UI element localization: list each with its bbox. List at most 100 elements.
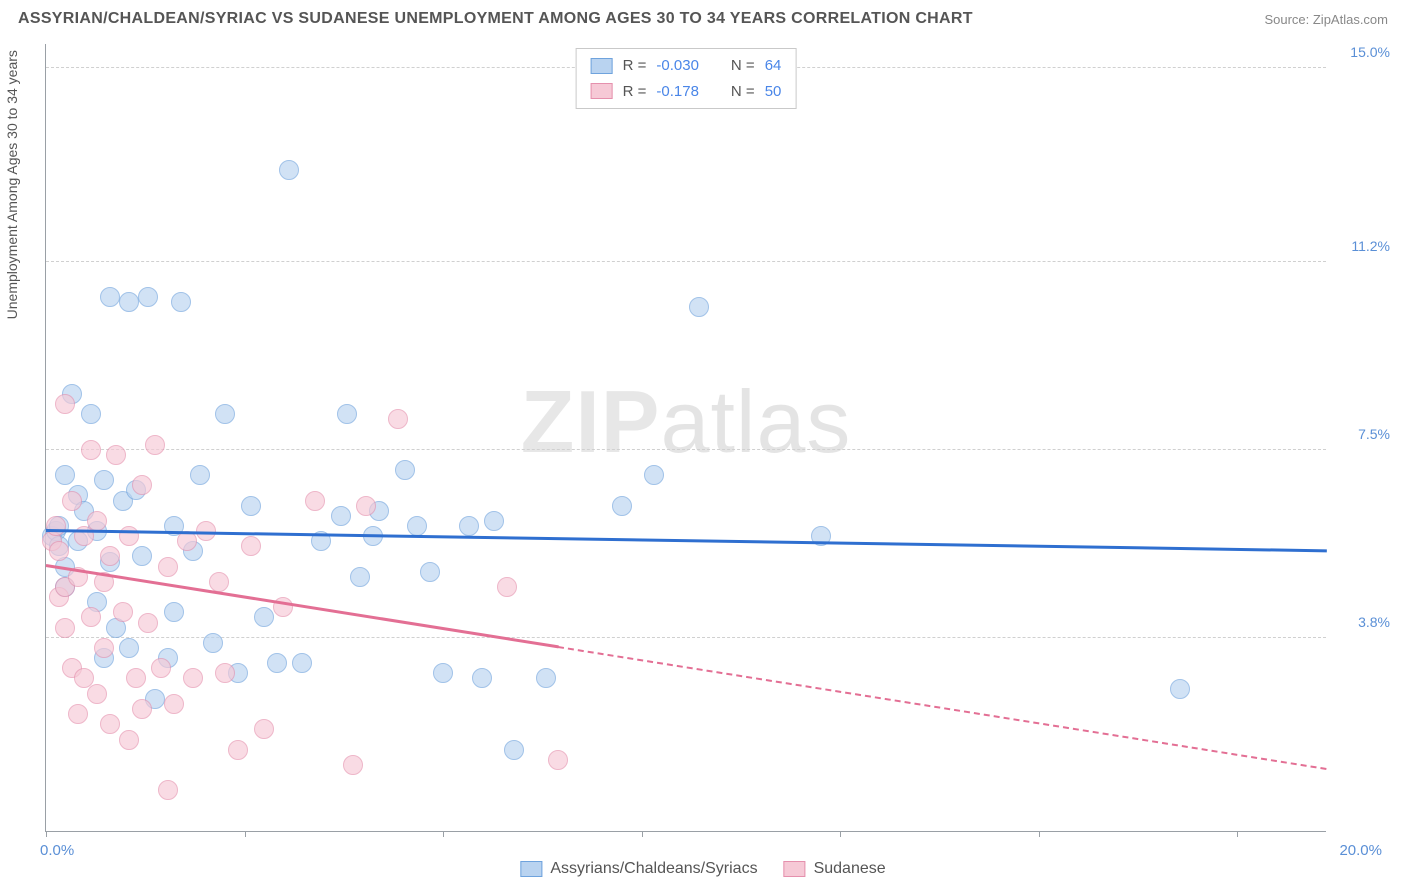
data-point: [68, 704, 88, 724]
data-point: [420, 562, 440, 582]
data-point: [87, 684, 107, 704]
data-point: [119, 526, 139, 546]
data-point: [132, 475, 152, 495]
x-tick: [642, 831, 643, 837]
stat-n-value: 50: [765, 79, 782, 105]
data-point: [337, 404, 357, 424]
stat-r-label: R =: [623, 79, 647, 105]
data-point: [158, 557, 178, 577]
data-point: [119, 292, 139, 312]
data-point: [203, 633, 223, 653]
data-point: [395, 460, 415, 480]
chart-area: ZIPatlas R =-0.030N =64R =-0.178N =50 15…: [45, 44, 1326, 832]
data-point: [209, 572, 229, 592]
y-tick-label: 7.5%: [1358, 426, 1390, 442]
data-point: [536, 668, 556, 688]
data-point: [497, 577, 517, 597]
y-axis-label: Unemployment Among Ages 30 to 34 years: [4, 50, 20, 319]
data-point: [113, 602, 133, 622]
x-tick: [1039, 831, 1040, 837]
data-point: [241, 496, 261, 516]
data-point: [215, 663, 235, 683]
data-point: [81, 404, 101, 424]
data-point: [171, 292, 191, 312]
data-point: [126, 668, 146, 688]
data-point: [100, 287, 120, 307]
data-point: [55, 465, 75, 485]
trend-line-dashed: [558, 646, 1327, 770]
series-legend: Assyrians/Chaldeans/Syriacs Sudanese: [520, 860, 885, 878]
legend-label: Sudanese: [814, 860, 886, 878]
data-point: [407, 516, 427, 536]
x-start-label: 0.0%: [40, 842, 74, 859]
data-point: [81, 607, 101, 627]
stat-r-value: -0.178: [656, 79, 699, 105]
data-point: [164, 694, 184, 714]
gridline: [46, 637, 1326, 638]
x-tick: [245, 831, 246, 837]
data-point: [1170, 679, 1190, 699]
chart-title: ASSYRIAN/CHALDEAN/SYRIAC VS SUDANESE UNE…: [18, 10, 973, 28]
legend-item: Assyrians/Chaldeans/Syriacs: [520, 860, 757, 878]
source-prefix: Source:: [1264, 12, 1312, 27]
data-point: [87, 511, 107, 531]
data-point: [138, 287, 158, 307]
data-point: [55, 618, 75, 638]
data-point: [548, 750, 568, 770]
data-point: [343, 755, 363, 775]
stat-n-value: 64: [765, 53, 782, 79]
data-point: [459, 516, 479, 536]
data-point: [484, 511, 504, 531]
stat-n-label: N =: [731, 53, 755, 79]
y-tick-label: 3.8%: [1358, 614, 1390, 630]
data-point: [94, 638, 114, 658]
data-point: [100, 714, 120, 734]
stat-n-label: N =: [731, 79, 755, 105]
data-point: [132, 699, 152, 719]
data-point: [305, 491, 325, 511]
stat-r-label: R =: [623, 53, 647, 79]
legend-swatch: [520, 861, 542, 877]
data-point: [254, 607, 274, 627]
data-point: [388, 409, 408, 429]
plot-area: ZIPatlas R =-0.030N =64R =-0.178N =50 15…: [45, 44, 1326, 832]
x-tick: [1237, 831, 1238, 837]
data-point: [177, 531, 197, 551]
y-tick-label: 11.2%: [1351, 238, 1390, 254]
stat-r-value: -0.030: [656, 53, 699, 79]
x-tick: [443, 831, 444, 837]
data-point: [331, 506, 351, 526]
data-point: [119, 638, 139, 658]
data-point: [119, 730, 139, 750]
data-point: [106, 445, 126, 465]
source-label: Source: ZipAtlas.com: [1264, 12, 1388, 27]
x-end-label: 20.0%: [1339, 842, 1382, 859]
data-point: [46, 516, 66, 536]
data-point: [49, 541, 69, 561]
data-point: [433, 663, 453, 683]
data-point: [62, 491, 82, 511]
data-point: [292, 653, 312, 673]
data-point: [158, 780, 178, 800]
data-point: [100, 546, 120, 566]
data-point: [350, 567, 370, 587]
data-point: [279, 160, 299, 180]
source-link[interactable]: ZipAtlas.com: [1313, 12, 1388, 27]
y-tick-label: 15.0%: [1350, 44, 1390, 60]
gridline: [46, 449, 1326, 450]
data-point: [94, 470, 114, 490]
legend-swatch: [784, 861, 806, 877]
data-point: [612, 496, 632, 516]
watermark: ZIPatlas: [521, 371, 852, 473]
data-point: [504, 740, 524, 760]
legend-swatch: [591, 83, 613, 99]
data-point: [267, 653, 287, 673]
watermark-bold: ZIP: [521, 372, 661, 471]
data-point: [689, 297, 709, 317]
data-point: [183, 668, 203, 688]
data-point: [151, 658, 171, 678]
data-point: [356, 496, 376, 516]
data-point: [190, 465, 210, 485]
watermark-light: atlas: [661, 372, 852, 471]
legend-item: Sudanese: [784, 860, 886, 878]
